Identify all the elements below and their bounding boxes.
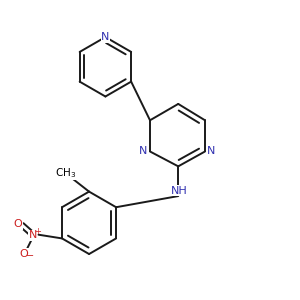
Text: −: − (26, 250, 34, 260)
Text: N: N (207, 146, 216, 157)
Text: NH: NH (171, 186, 188, 196)
Text: O: O (14, 219, 22, 229)
Text: O: O (19, 249, 28, 259)
Text: CH$_3$: CH$_3$ (55, 166, 76, 180)
Text: +: + (34, 227, 41, 236)
Text: N: N (139, 146, 148, 157)
Text: N: N (28, 230, 37, 240)
Text: N: N (101, 32, 110, 42)
